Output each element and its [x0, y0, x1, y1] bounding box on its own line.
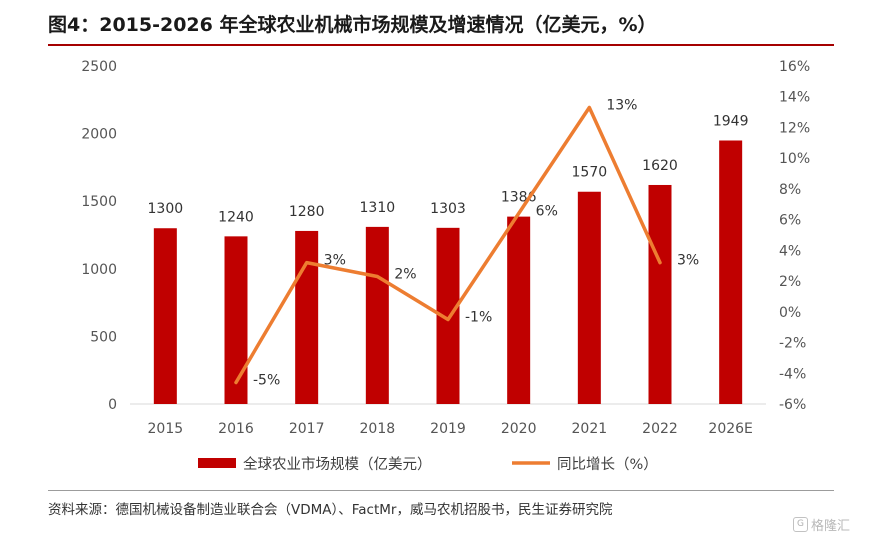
- source-divider: [48, 490, 834, 491]
- growth-value-label: 6%: [536, 203, 558, 219]
- x-tick-label: 2020: [501, 421, 537, 437]
- x-tick-label: 2022: [642, 421, 678, 437]
- source-note: 资料来源：德国机械设备制造业联合会（VDMA）、FactMr，威马农机招股书，民…: [48, 502, 613, 518]
- y-right-tick-label: -4%: [779, 366, 806, 382]
- y-left-tick-label: 2500: [81, 59, 117, 75]
- y-left-tick-label: 1000: [81, 262, 117, 278]
- bar-value-label: 1303: [430, 201, 466, 217]
- y-right-tick-label: 0%: [779, 305, 801, 321]
- legend-line-label: 同比增长（%）: [557, 456, 658, 473]
- bar: [577, 191, 601, 404]
- y-right-tick-label: 14%: [779, 90, 810, 106]
- y-left-tick-label: 2000: [81, 127, 117, 143]
- growth-value-label: 2%: [394, 266, 416, 282]
- bar-value-label: 1620: [642, 158, 678, 174]
- bar-value-label: 1570: [572, 165, 608, 181]
- bar: [507, 216, 531, 404]
- x-tick-label: 2015: [148, 421, 184, 437]
- growth-value-label: -5%: [253, 372, 280, 388]
- x-tick-label: 2018: [360, 421, 396, 437]
- x-tick-label: 2019: [430, 421, 466, 437]
- watermark: G 格隆汇: [793, 515, 850, 534]
- bar: [719, 140, 743, 405]
- y-right-tick-label: 6%: [779, 213, 801, 229]
- y-right-tick-label: 16%: [779, 59, 810, 75]
- y-left-tick-label: 1500: [81, 194, 117, 210]
- bar: [153, 228, 177, 404]
- x-tick-label: 2026E: [708, 421, 752, 437]
- title-underline: [48, 44, 834, 46]
- y-right-tick-label: 8%: [779, 182, 801, 198]
- y-right-tick-label: 10%: [779, 151, 810, 167]
- y-left-tick-label: 0: [108, 397, 117, 413]
- bar-value-label: 1280: [289, 204, 325, 220]
- y-right-tick-label: -6%: [779, 397, 806, 413]
- bar: [295, 230, 319, 404]
- watermark-text: 格隆汇: [811, 519, 851, 534]
- bar: [365, 226, 389, 404]
- growth-value-label: -1%: [465, 310, 492, 326]
- bar-value-label: 1949: [713, 113, 749, 129]
- bar: [436, 227, 460, 404]
- growth-value-label: 3%: [677, 253, 699, 269]
- x-tick-label: 2017: [289, 421, 325, 437]
- bar-value-label: 1300: [148, 201, 184, 217]
- y-right-tick-label: 12%: [779, 120, 810, 136]
- bar-value-label: 1310: [360, 200, 396, 216]
- bar-value-label: 1240: [218, 209, 254, 225]
- chart-title: 图4：2015-2026 年全球农业机械市场规模及增速情况（亿美元，%）: [48, 14, 657, 36]
- growth-value-label: 13%: [606, 97, 637, 113]
- y-right-tick-label: -2%: [779, 336, 806, 352]
- growth-value-label: 3%: [324, 253, 346, 269]
- x-tick-label: 2016: [218, 421, 254, 437]
- watermark-logo-icon: G: [793, 517, 808, 532]
- legend-bar-label: 全球农业市场规模（亿美元）: [243, 455, 432, 473]
- bar: [224, 236, 248, 404]
- y-right-tick-label: 4%: [779, 243, 801, 259]
- y-right-tick-label: 2%: [779, 274, 801, 290]
- y-left-tick-label: 500: [90, 329, 117, 345]
- bar: [648, 184, 672, 404]
- x-tick-label: 2021: [572, 421, 608, 437]
- legend-bar-swatch: [198, 458, 236, 468]
